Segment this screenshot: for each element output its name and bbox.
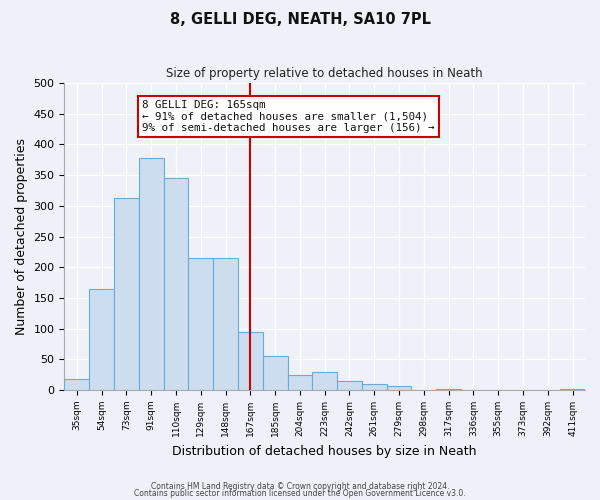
Bar [263, 356, 287, 390]
Text: 8 GELLI DEG: 165sqm
← 91% of detached houses are smaller (1,504)
9% of semi-deta: 8 GELLI DEG: 165sqm ← 91% of detached ho… [142, 100, 435, 133]
Bar [386, 386, 412, 390]
Bar [164, 178, 188, 390]
Bar [238, 332, 263, 390]
Bar [213, 258, 238, 390]
Bar [139, 158, 164, 390]
Bar [287, 374, 313, 390]
Y-axis label: Number of detached properties: Number of detached properties [15, 138, 28, 335]
Bar [313, 372, 337, 390]
X-axis label: Distribution of detached houses by size in Neath: Distribution of detached houses by size … [172, 444, 477, 458]
Text: 8, GELLI DEG, NEATH, SA10 7PL: 8, GELLI DEG, NEATH, SA10 7PL [170, 12, 431, 28]
Bar [436, 389, 461, 390]
Bar [337, 381, 362, 390]
Title: Size of property relative to detached houses in Neath: Size of property relative to detached ho… [166, 68, 483, 80]
Bar [362, 384, 386, 390]
Bar [114, 198, 139, 390]
Bar [64, 379, 89, 390]
Bar [188, 258, 213, 390]
Bar [89, 289, 114, 390]
Text: Contains HM Land Registry data © Crown copyright and database right 2024.: Contains HM Land Registry data © Crown c… [151, 482, 449, 491]
Text: Contains public sector information licensed under the Open Government Licence v3: Contains public sector information licen… [134, 489, 466, 498]
